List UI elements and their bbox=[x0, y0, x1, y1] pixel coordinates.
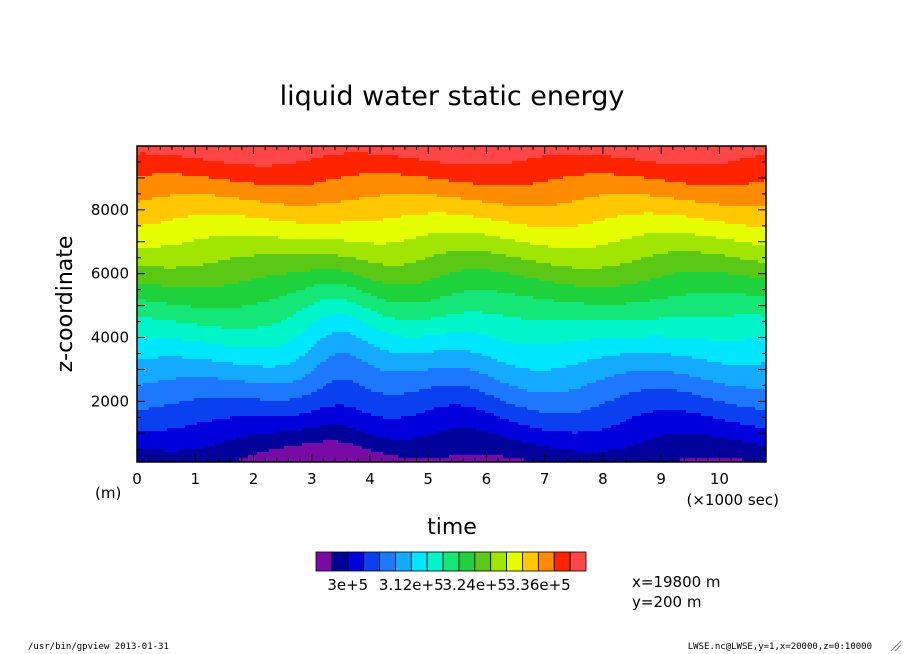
footer-left: /usr/bin/gpview 2013-01-31 bbox=[28, 642, 169, 652]
colorbar-swatch bbox=[347, 551, 365, 572]
colorbar-swatch bbox=[506, 551, 523, 572]
y-unit-label: (m) bbox=[95, 484, 121, 502]
x-tick-label: 6 bbox=[482, 470, 492, 488]
contour-field bbox=[137, 146, 766, 462]
x-tick-label: 10 bbox=[710, 470, 729, 488]
x-axis: 0 1 2 3 4 5 6 7 8 9 10 bbox=[132, 146, 767, 488]
chart-title: liquid water static energy bbox=[280, 81, 625, 112]
annotation-y: y=200 m bbox=[632, 593, 701, 611]
x-tick-label: 1 bbox=[190, 470, 200, 488]
colorbar-swatch bbox=[315, 551, 333, 572]
x-tick-label: 5 bbox=[423, 470, 433, 488]
x-unit-label: (×1000 sec) bbox=[686, 491, 779, 509]
colorbar-swatch bbox=[426, 551, 444, 572]
colorbar-label: 3e+5 bbox=[327, 576, 368, 594]
colorbar-swatch bbox=[395, 551, 412, 572]
colorbar-swatch bbox=[458, 551, 476, 572]
colorbar-swatch bbox=[442, 551, 460, 572]
y-axis: 2000 4000 6000 8000 bbox=[91, 145, 766, 450]
resize-grip-icon[interactable] bbox=[890, 640, 902, 652]
colorbar bbox=[315, 551, 587, 572]
colorbar-swatch bbox=[569, 551, 587, 572]
colorbar-swatch bbox=[522, 551, 539, 572]
x-tick-label: 9 bbox=[656, 470, 666, 488]
colorbar-labels: 3e+5 3.12e+53.24e+53.36e+5 bbox=[327, 576, 570, 594]
colorbar-label: 3.36e+5 bbox=[506, 576, 571, 594]
x-tick-label: 7 bbox=[540, 470, 550, 488]
colorbar-swatch bbox=[553, 551, 571, 572]
y-tick-label: 8000 bbox=[91, 201, 129, 219]
colorbar-swatch bbox=[474, 551, 492, 572]
y-tick-label: 4000 bbox=[91, 329, 129, 347]
x-tick-label: 4 bbox=[365, 470, 375, 488]
colorbar-swatch bbox=[363, 551, 380, 572]
colorbar-swatch bbox=[379, 551, 396, 572]
colorbar-swatch bbox=[331, 551, 349, 572]
y-tick-label: 2000 bbox=[91, 392, 129, 410]
colorbar-swatch bbox=[537, 551, 555, 572]
x-tick-label: 3 bbox=[307, 470, 317, 488]
x-tick-label: 8 bbox=[598, 470, 608, 488]
x-tick-label: 2 bbox=[249, 470, 259, 488]
annotation-x: x=19800 m bbox=[632, 573, 721, 591]
colorbar-label: 3.24e+5 bbox=[442, 576, 507, 594]
colorbar-swatch bbox=[490, 551, 507, 572]
colorbar-swatch bbox=[410, 551, 428, 572]
x-tick-label: 0 bbox=[132, 470, 142, 488]
x-axis-label: time bbox=[427, 515, 477, 540]
y-axis-label: z-coordinate bbox=[53, 236, 78, 373]
colorbar-label: 3.12e+5 bbox=[379, 576, 444, 594]
y-tick-label: 6000 bbox=[91, 265, 129, 283]
footer-right: LWSE.nc@LWSE,y=1,x=20000,z=0:10000 bbox=[688, 642, 872, 652]
